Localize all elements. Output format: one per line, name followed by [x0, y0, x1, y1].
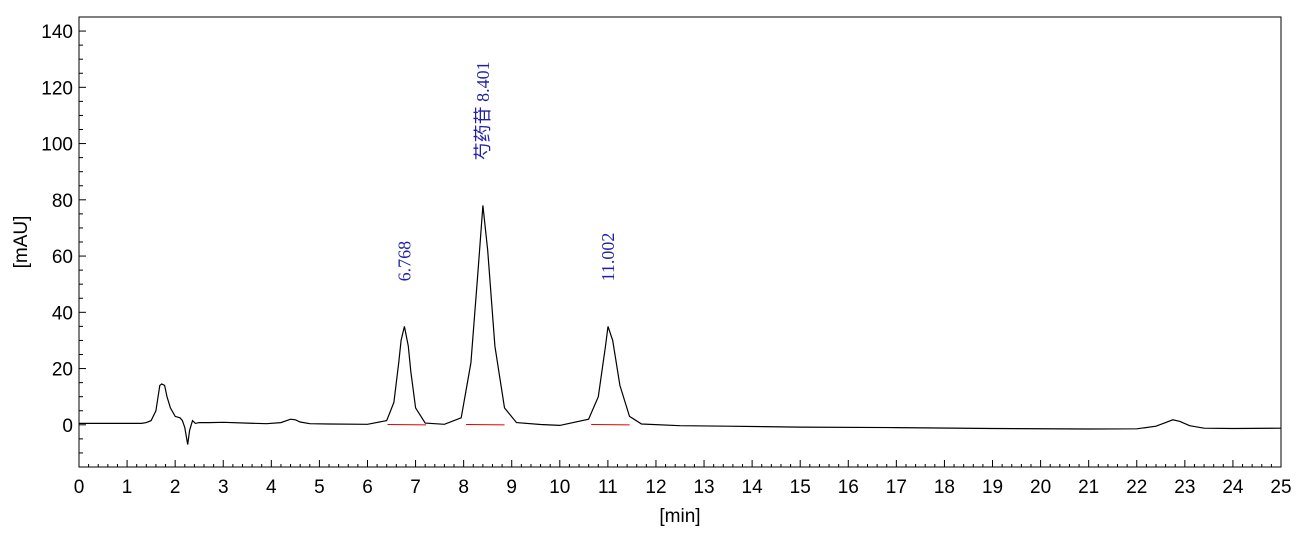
- x-tick-label: 14: [742, 477, 764, 498]
- x-tick-label: 5: [314, 477, 325, 498]
- y-tick-label: 140: [41, 22, 73, 43]
- x-tick-label: 0: [74, 477, 85, 498]
- x-tick-label: 17: [886, 477, 907, 498]
- x-tick-label: 2: [170, 477, 181, 498]
- x-tick-label: 13: [693, 477, 714, 498]
- x-tick-label: 7: [410, 477, 421, 498]
- y-axis-title: [mAU]: [11, 216, 32, 269]
- y-tick-label: 100: [41, 135, 73, 156]
- y-tick-label: 60: [52, 247, 73, 268]
- y-axis: 0 20 40 60 80 100 120 140: [41, 22, 86, 454]
- peak-label: 11.002: [598, 233, 618, 282]
- peak-label: 芍药苷 8.401: [473, 61, 493, 160]
- x-axis: 0 1 2 3 4 5 6 7 8 9 10 11 12 13 14 15 16 17 18 19 20 21 22 23 24…: [74, 460, 1292, 498]
- plot-frame: [78, 16, 1282, 468]
- y-tick-label: 20: [52, 360, 73, 381]
- x-tick-label: 12: [645, 477, 666, 498]
- x-tick-label: 22: [1126, 477, 1147, 498]
- x-tick-label: 18: [934, 477, 955, 498]
- x-tick-label: 23: [1174, 477, 1195, 498]
- x-tick-label: 24: [1222, 477, 1244, 498]
- x-tick-label: 25: [1270, 477, 1291, 498]
- x-axis-title: [min]: [659, 506, 700, 527]
- x-tick-label: 4: [266, 477, 277, 498]
- peak-labels: 6.768 芍药苷 8.401 11.002: [394, 61, 618, 281]
- x-tick-label: 3: [218, 477, 229, 498]
- chromatogram-trace: [79, 205, 1282, 445]
- y-tick-label: 80: [52, 191, 73, 212]
- x-tick-label: 19: [982, 477, 1003, 498]
- x-tick-label: 8: [458, 477, 469, 498]
- x-tick-label: 1: [122, 477, 133, 498]
- x-tick-label: 21: [1078, 477, 1099, 498]
- y-tick-label: 40: [52, 303, 73, 324]
- x-tick-label: 9: [506, 477, 517, 498]
- x-tick-label: 10: [549, 477, 570, 498]
- x-tick-label: 16: [838, 477, 859, 498]
- x-tick-label: 20: [1030, 477, 1051, 498]
- x-tick-label: 6: [362, 477, 373, 498]
- y-tick-label: 0: [62, 416, 73, 437]
- x-tick-label: 15: [790, 477, 811, 498]
- x-tick-label: 11: [598, 477, 618, 498]
- peak-label: 6.768: [394, 241, 414, 282]
- y-tick-label: 120: [41, 78, 73, 99]
